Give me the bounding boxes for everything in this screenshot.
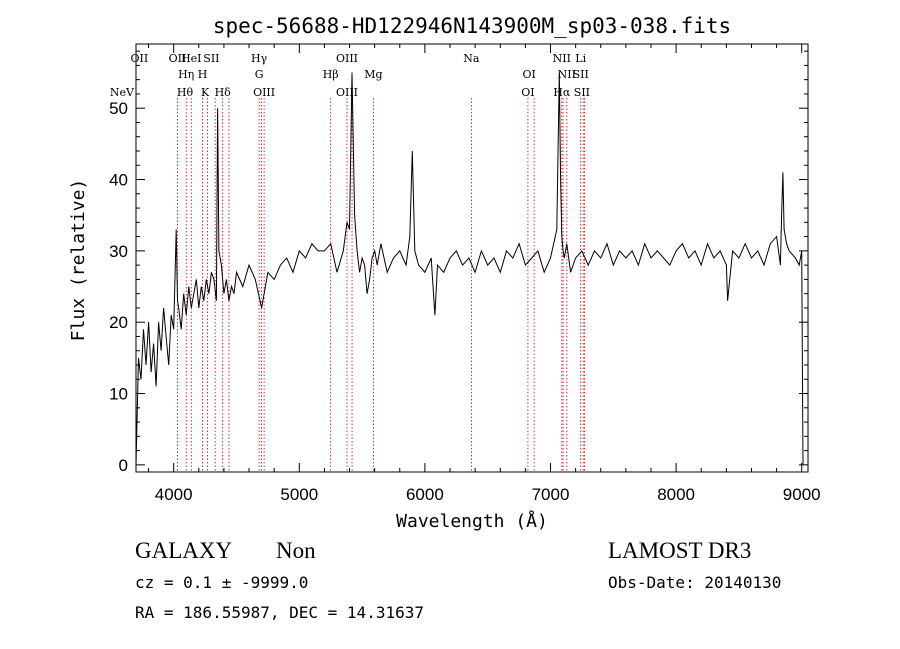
line-label: G xyxy=(255,68,264,81)
line-label: Hα xyxy=(553,86,571,99)
line-label: Hθ xyxy=(177,86,194,99)
x-tick-label: 7000 xyxy=(532,485,570,504)
y-tick-label: 30 xyxy=(109,242,128,261)
coordinates-line: RA = 186.55987, DEC = 14.31637 xyxy=(135,603,424,622)
line-label: Na xyxy=(463,52,480,65)
line-label: SII xyxy=(203,52,219,65)
line-label: OII xyxy=(169,52,187,65)
line-label: OII xyxy=(131,52,149,65)
x-tick-label: 6000 xyxy=(406,485,444,504)
redshift-line: cz = 0.1 ± -9999.0 xyxy=(135,573,309,592)
line-label: Hβ xyxy=(323,68,339,81)
spectral-line-labels: NeV OII OII Hθ Hη HeI HK SII Hδ Hγ G OIII Hβ OIII OIII… xyxy=(110,52,590,99)
chart-title: spec-56688-HD122946N143900M_sp03-038.fit… xyxy=(213,14,731,38)
line-label: HeI xyxy=(181,52,201,65)
y-tick-label: 50 xyxy=(109,99,128,118)
y-axis-ticks: 0 10 20 30 40 50 xyxy=(109,50,808,475)
x-tick-label: 8000 xyxy=(657,485,695,504)
y-tick-label: 10 xyxy=(109,385,128,404)
y-tick-label: 20 xyxy=(109,313,128,332)
line-label: OIII xyxy=(336,86,358,99)
line-label: NII xyxy=(558,68,576,81)
line-label: K xyxy=(201,86,210,99)
y-tick-label: 0 xyxy=(119,456,128,475)
line-label: NII xyxy=(553,52,571,65)
object-subclass: Non xyxy=(276,538,316,563)
line-label: NeV xyxy=(110,86,135,99)
y-tick-label: 40 xyxy=(109,171,128,190)
x-axis-ticks: 4000 5000 6000 7000 8000 9000 xyxy=(148,44,821,504)
plot-frame xyxy=(135,43,809,473)
survey-label: LAMOST DR3 xyxy=(608,538,752,563)
object-class: GALAXY xyxy=(135,538,233,563)
spectral-line-markers xyxy=(177,98,585,472)
x-tick-label: 4000 xyxy=(155,485,193,504)
line-label: Mg xyxy=(364,68,382,81)
y-axis-label: Flux (relative) xyxy=(68,179,89,342)
line-label: OIII xyxy=(253,86,275,99)
line-label: Hγ xyxy=(251,52,268,65)
line-label: OI xyxy=(523,68,536,81)
line-label: SII xyxy=(574,86,590,99)
line-label: OI xyxy=(521,86,534,99)
line-label: OIII xyxy=(336,52,358,65)
spectrum-line xyxy=(135,72,804,465)
line-label: Hδ xyxy=(215,86,232,99)
x-tick-label: 5000 xyxy=(280,485,318,504)
line-label: SII xyxy=(573,68,589,81)
obs-date: Obs-Date: 20140130 xyxy=(608,573,782,592)
line-label: H xyxy=(198,68,208,81)
line-label: Li xyxy=(575,52,586,65)
line-label: Hη xyxy=(178,68,194,81)
x-axis-label: Wavelength (Å) xyxy=(396,510,548,532)
x-tick-label: 9000 xyxy=(783,485,821,504)
